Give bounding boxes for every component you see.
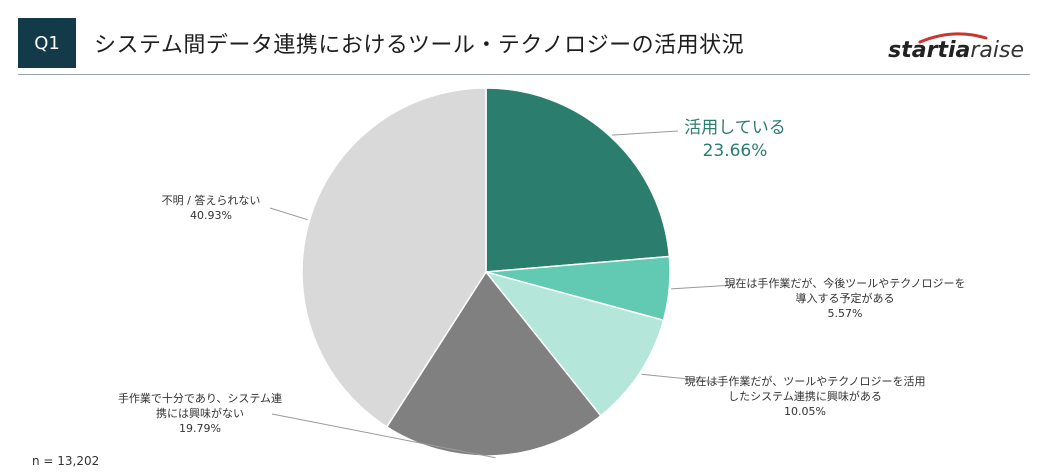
question-badge: Q1: [18, 18, 76, 68]
brand-logo-light: raise: [970, 38, 1024, 63]
leader-line-2: [671, 284, 735, 290]
brand-logo-bold: startia: [888, 38, 971, 63]
brand-logo: startiaraise: [888, 38, 1024, 63]
page-title: システム間データ連携におけるツール・テクノロジーの活用状況: [94, 33, 745, 58]
slice-label-5: 不明 / 答えられない 40.93%: [162, 193, 261, 222]
pie-slice-4: [385, 270, 602, 457]
pie-slice-3: [483, 270, 665, 417]
slice-label-1: 活用している 23.66%: [684, 118, 786, 161]
leader-line-3: [641, 373, 719, 383]
slice-label-4: 手作業で十分であり、システム連携には興味がない 19.79%: [118, 391, 282, 435]
leader-line-4: [271, 413, 496, 459]
sample-size-note: n = 13,202: [32, 454, 100, 468]
slice-label-2: 現在は手作業だが、今後ツールやテクノロジーを導入する予定がある 5.57%: [724, 276, 965, 320]
leader-line-5: [269, 207, 308, 221]
slice-label-3: 現在は手作業だが、ツールやテクノロジーを活用したシステム連携に興味がある 10.0…: [684, 374, 925, 418]
brand-swoosh-icon: [918, 32, 988, 44]
pie-slice-5: [301, 87, 487, 428]
title-divider: [18, 74, 1030, 75]
leader-line-1: [611, 130, 679, 136]
pie-slice-1: [485, 87, 671, 273]
